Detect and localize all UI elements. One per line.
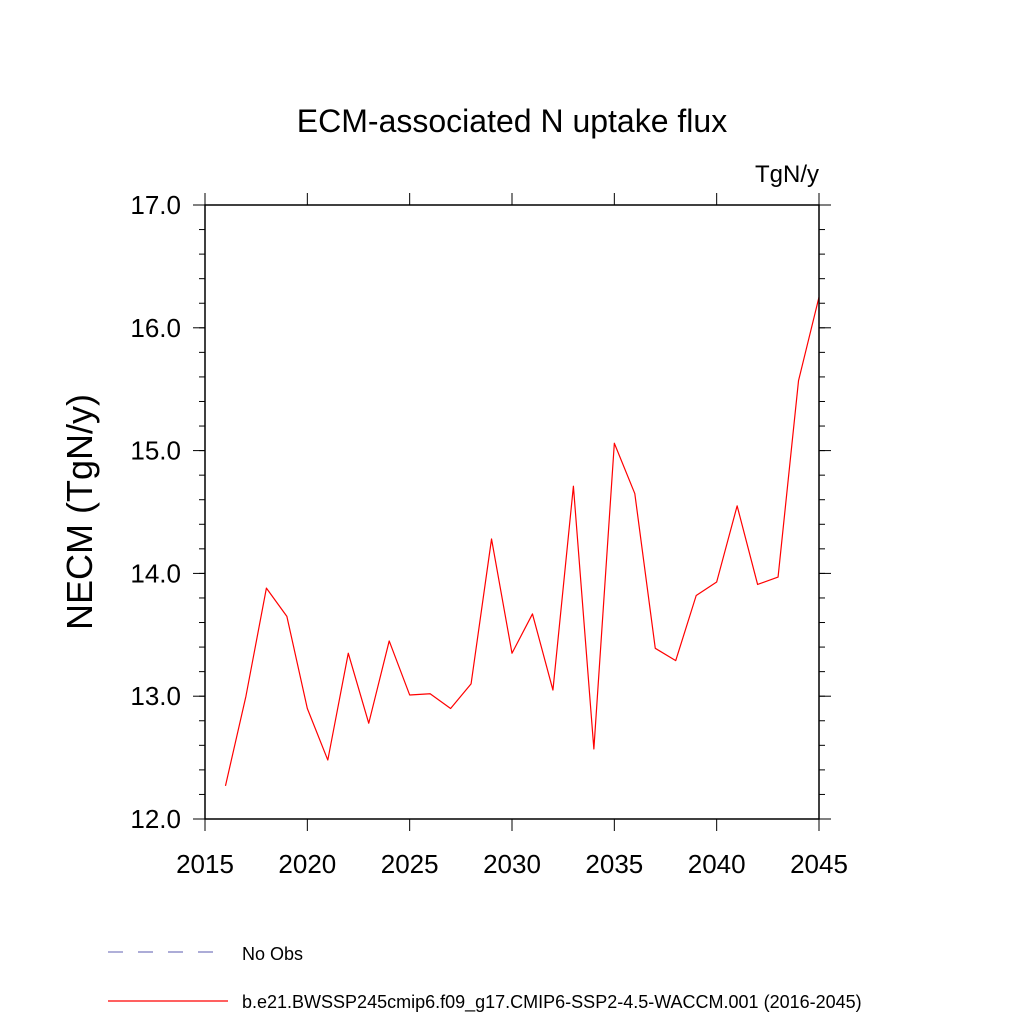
- units-label: TgN/y: [755, 161, 819, 188]
- x-tick-label: 2030: [483, 849, 541, 879]
- x-tick-label: 2020: [278, 849, 336, 879]
- series-line: [224, 296, 820, 786]
- legend-label-no-obs: No Obs: [242, 944, 303, 964]
- series-layer: [224, 296, 820, 786]
- axis-ticks: 2015 2020 2025 2030 2035 2040 2045 12.0 13.0 14.0…: [130, 190, 848, 879]
- x-tick-label: 2035: [585, 849, 643, 879]
- y-axis-label: NECM (TgN/y): [59, 394, 100, 630]
- y-tick-label: 15.0: [130, 436, 181, 466]
- y-tick-label: 14.0: [130, 558, 181, 588]
- plot-frame: [204, 204, 820, 820]
- x-tick-label: 2025: [381, 849, 439, 879]
- chart-title: ECM-associated N uptake flux: [297, 103, 727, 139]
- x-tick-label: 2015: [176, 849, 234, 879]
- y-tick-label: 16.0: [130, 313, 181, 343]
- y-tick-label: 13.0: [130, 681, 181, 711]
- y-tick-label: 17.0: [130, 190, 181, 220]
- x-tick-label: 2045: [790, 849, 848, 879]
- y-tick-label: 12.0: [130, 804, 181, 834]
- legend: No Obs b.e21.BWSSP245cmip6.f09_g17.CMIP6…: [108, 944, 862, 1013]
- legend-label-model: b.e21.BWSSP245cmip6.f09_g17.CMIP6-SSP2-4…: [242, 992, 862, 1013]
- x-tick-label: 2040: [688, 849, 746, 879]
